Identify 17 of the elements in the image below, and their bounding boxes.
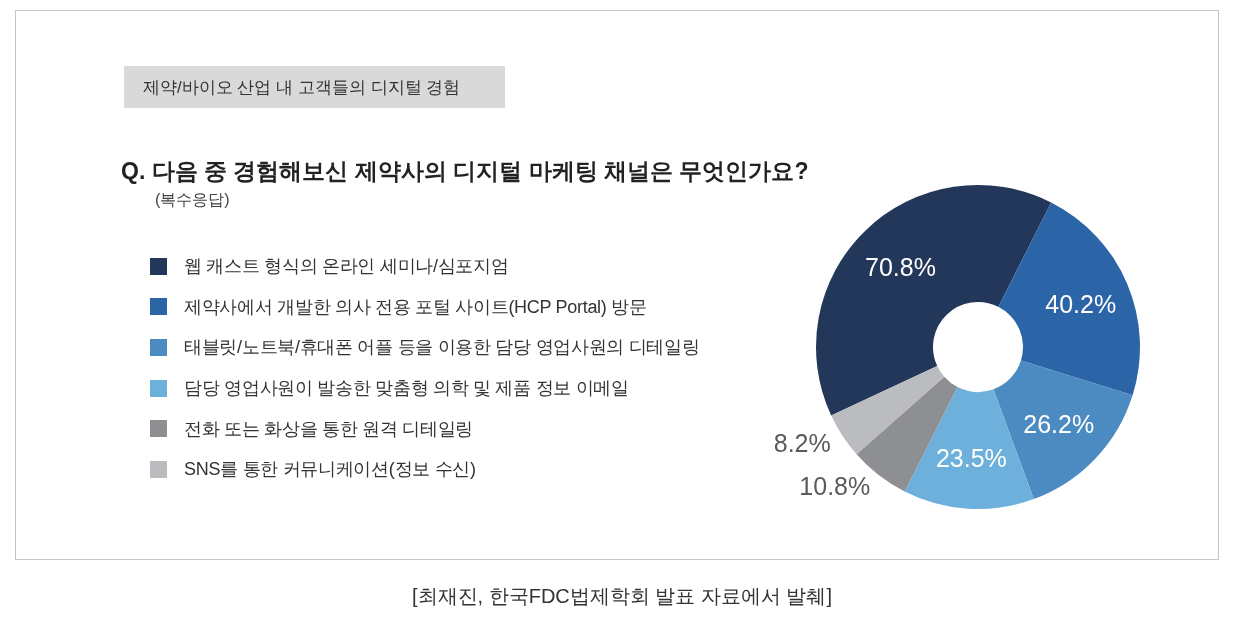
data-label: 10.8% xyxy=(799,472,871,501)
legend-label: 담당 영업사원이 발송한 맞춤형 의학 및 제품 정보 이메일 xyxy=(184,378,629,399)
legend-label: 전화 또는 화상을 통한 원격 디테일링 xyxy=(184,418,474,439)
legend-label: 웹 캐스트 형식의 온라인 세미나/심포지엄 xyxy=(184,256,509,277)
chart-title: Q. 다음 중 경험해보신 제약사의 디지털 마케팅 채널은 무엇인가요? xyxy=(121,158,809,184)
donut-slice xyxy=(998,202,1140,396)
legend-label: SNS를 통한 커뮤니케이션(정보 수신) xyxy=(184,459,476,480)
data-label: 8.2% xyxy=(773,429,831,458)
legend-label: 태블릿/노트북/휴대폰 어플 등을 이용한 담당 영업사원의 디테일링 xyxy=(184,337,700,358)
data-label: 40.2% xyxy=(1045,289,1117,318)
data-label: 26.2% xyxy=(1023,409,1095,438)
data-label: 23.5% xyxy=(935,444,1007,473)
legend-label: 제약사에서 개발한 의사 전용 포털 사이트(HCP Portal) 방문 xyxy=(184,296,647,317)
text: 제약/바이오 산업 내 고객들의 디지털 경험 xyxy=(143,76,461,99)
data-label: 70.8% xyxy=(864,252,936,281)
chart-subtitle: (복수응답) xyxy=(155,191,230,208)
text: [최재진, 한국FDC법제학회 발표 자료에서 발췌] xyxy=(412,585,832,607)
